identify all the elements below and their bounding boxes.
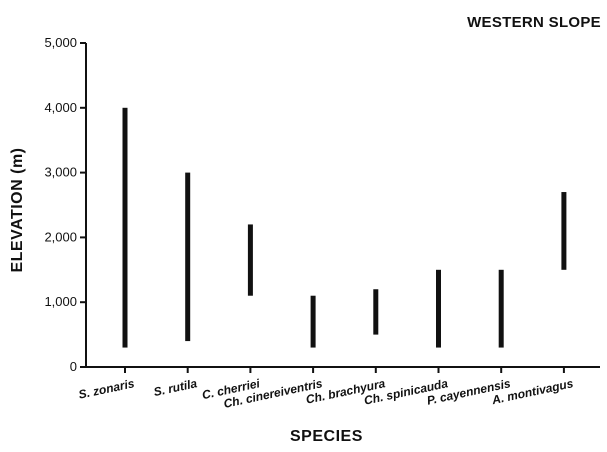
range-bar <box>185 172 191 342</box>
range-bar <box>310 295 316 348</box>
y-tick-label: 0 <box>70 359 77 374</box>
y-tick-label: 5,000 <box>44 35 77 50</box>
range-bar <box>561 192 567 270</box>
category-label: S. rutila <box>152 376 198 399</box>
axes: 0 1,000 2,000 3,000 4,000 5,000 <box>44 35 600 374</box>
y-tick-label: 4,000 <box>44 100 77 115</box>
y-tick-label: 2,000 <box>44 229 77 244</box>
range-bar <box>498 269 504 348</box>
range-bar <box>122 107 128 348</box>
y-tick-label: 3,000 <box>44 165 77 180</box>
range-bars <box>122 107 567 348</box>
category-label: S. zonaris <box>77 376 136 402</box>
range-bar <box>436 269 441 348</box>
range-bar <box>247 224 253 296</box>
x-axis-label: SPECIES <box>290 428 363 445</box>
chart-title: WESTERN SLOPE <box>467 14 601 31</box>
range-bar <box>373 289 379 335</box>
y-tick-label: 1,000 <box>44 294 77 309</box>
